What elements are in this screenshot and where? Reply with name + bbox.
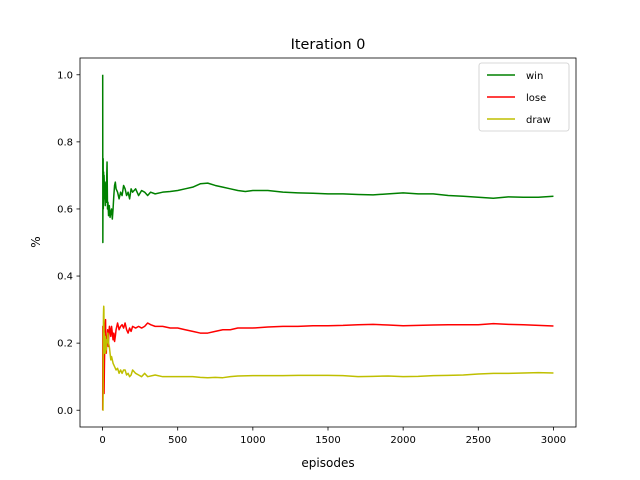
legend: win lose draw xyxy=(478,62,570,132)
x-axis: 0 500 1000 1500 2000 2500 3000 xyxy=(99,427,566,446)
y-axis: 0.0 0.2 0.4 0.6 0.8 1.0 xyxy=(57,70,80,417)
x-tick-label: 1500 xyxy=(315,435,340,446)
series-line-draw xyxy=(102,305,554,411)
y-tick-label: 0.2 xyxy=(57,339,73,350)
y-axis-label: % xyxy=(29,236,43,247)
x-tick-label: 2000 xyxy=(390,435,415,446)
legend-label-win: win xyxy=(526,71,543,82)
y-tick-label: 0.8 xyxy=(57,137,73,148)
y-tick-label: 0.4 xyxy=(57,272,73,283)
x-axis-label: episodes xyxy=(301,456,354,470)
x-tick-label: 0 xyxy=(99,435,105,446)
chart-title: Iteration 0 xyxy=(291,37,366,53)
x-tick-label: 2500 xyxy=(466,435,491,446)
y-tick-label: 0.0 xyxy=(57,406,73,417)
legend-label-lose: lose xyxy=(526,93,546,104)
y-tick-label: 0.6 xyxy=(57,205,73,216)
x-tick-label: 3000 xyxy=(541,435,566,446)
y-tick-label: 1.0 xyxy=(57,70,73,81)
x-tick-label: 500 xyxy=(168,435,187,446)
series-layer xyxy=(101,74,554,411)
x-tick-label: 1000 xyxy=(240,435,265,446)
legend-label-draw: draw xyxy=(526,115,551,126)
series-line-win xyxy=(101,74,554,244)
legend-box xyxy=(478,62,570,132)
